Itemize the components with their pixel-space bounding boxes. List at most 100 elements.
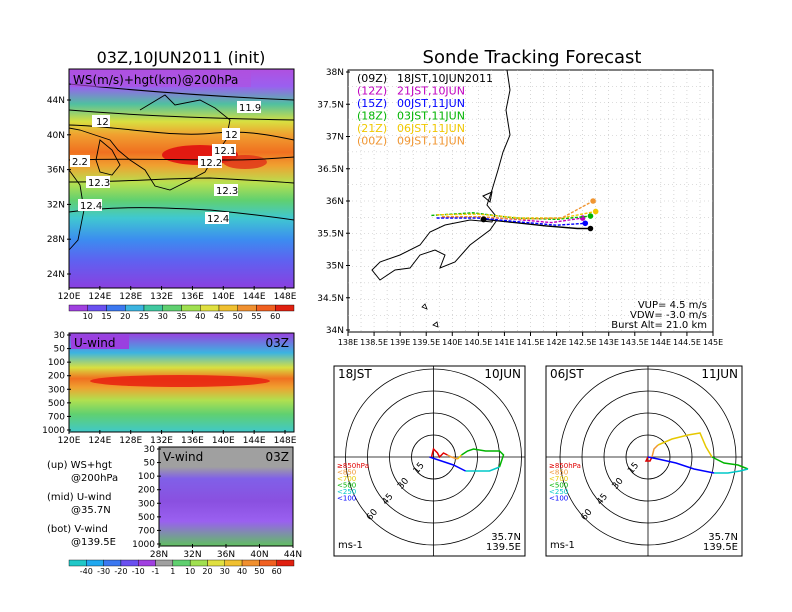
v-wind-label: V-wind: [163, 450, 203, 464]
ws-lon-label: 120E: [58, 292, 81, 302]
hodograph-frame: [545, 365, 743, 557]
landing-point: [590, 198, 596, 204]
u-pressure-label: 30: [54, 331, 66, 341]
hodograph-trace: [647, 456, 715, 474]
track-series-line: [441, 200, 594, 221]
v-pressure-label: 300: [138, 499, 155, 509]
ws-lon-label: 140E: [212, 292, 235, 302]
track-lon-label: 144E: [651, 338, 671, 347]
contour-label: 12.2: [200, 158, 222, 169]
ws-colorbar-label: 45: [214, 312, 224, 321]
v-colorbar-swatch: [207, 559, 225, 567]
hodograph-trace: [657, 432, 713, 458]
v-colorbar-label: 1: [170, 567, 175, 576]
track-lon-label: 141.5E: [517, 338, 545, 347]
ws-lat-label: 28N: [47, 235, 65, 245]
hodograph-trace: [456, 454, 463, 460]
hodograph-date: 10JUN: [484, 367, 521, 381]
u-lon-label: 140E: [212, 436, 235, 446]
contour-label: 12: [225, 130, 238, 141]
v-colorbar-swatch: [68, 559, 87, 567]
hodograph-trace: [429, 456, 466, 472]
pressure-level-key: ≥850hPa: [549, 462, 581, 470]
track-lon-label: 139E: [390, 338, 410, 347]
v-colorbar-swatch: [103, 559, 122, 567]
track-lat-label: 37N: [326, 133, 344, 143]
u-pressure-label: 700: [48, 412, 65, 422]
track-lon-label: 140E: [442, 338, 462, 347]
track-lon-label: 145E: [703, 338, 723, 347]
ws-lat-label: 44N: [47, 96, 65, 106]
ws-colorbar-swatch: [275, 304, 295, 312]
landing-point: [587, 213, 594, 219]
contour-label: 12: [96, 117, 109, 128]
pressure-level-key: <250: [337, 488, 356, 496]
hodograph-time: 18JST: [338, 367, 372, 381]
ws-colorbar-swatch: [125, 304, 145, 312]
launch-utc: (12Z): [357, 85, 387, 98]
v-lat-label: 44N: [284, 550, 302, 560]
ws-lat-label: 24N: [47, 270, 65, 280]
launch-jst: 09JST,11JUN: [397, 135, 465, 148]
pressure-level-key: ≥850hPa: [337, 462, 369, 470]
burst-altitude: Burst Alt= 21.0 km: [611, 320, 707, 331]
ws-colorbar-swatch: [237, 304, 257, 312]
ws-colorbar-label: 15: [101, 312, 111, 321]
v-colorbar-swatch: [189, 559, 208, 567]
ws-colorbar: 10 15 20 25 30 35 40 45 50 55 60: [68, 304, 295, 321]
ws-colorbar-label: 10: [83, 312, 93, 321]
launch-jst: 18JST,10JUN2011: [397, 72, 493, 85]
legend-line: @35.7N: [71, 505, 111, 516]
pressure-level-key: <700: [549, 475, 568, 483]
ws-colorbar-swatch: [181, 304, 201, 312]
hodograph-unit: ms-1: [338, 540, 363, 551]
track-lon-label: 142.5E: [569, 338, 597, 347]
u-wind-panel: U-wind 03Z: [68, 332, 295, 433]
v-lat-label: 36N: [217, 550, 235, 560]
launch-utc: (15Z): [357, 97, 387, 110]
v-colorbar-label: 20: [202, 567, 212, 576]
legend-line: @139.5E: [71, 537, 116, 548]
ws-lat-label: 32N: [47, 200, 65, 210]
legend-line: @200hPa: [71, 473, 118, 484]
contour-label: 12.3: [216, 186, 238, 197]
v-colorbar-swatch: [224, 559, 243, 567]
launch-jst: 21JST,10JUN: [397, 85, 465, 98]
legend-line: (mid) U-wind: [47, 492, 111, 503]
track-series-line: [483, 218, 591, 230]
v-pressure-label: 700: [138, 526, 155, 536]
hodograph-trace: [714, 468, 749, 474]
landing-point: [592, 208, 599, 215]
ws-colorbar-swatch: [162, 304, 182, 312]
ws-colorbar-swatch: [87, 304, 107, 312]
contour-label: 12.3: [88, 178, 110, 189]
v-colorbar-swatch: [172, 559, 191, 567]
pressure-level-key: <100: [549, 495, 568, 503]
u-pressure-label: 300: [48, 385, 65, 395]
track-lat-label: 36N: [326, 197, 344, 207]
track-lon-label: 140.5E: [464, 338, 492, 347]
v-colorbar-swatch: [86, 559, 104, 567]
ws-colorbar-swatch: [218, 304, 238, 312]
hodograph-unit: ms-1: [550, 540, 575, 551]
pressure-level-key: <250: [549, 488, 568, 496]
launch-jst: 06JST,11JUN: [397, 122, 465, 135]
ws-panel-label: WS(m/s)+hgt(km)@200hPa: [73, 73, 238, 87]
launch-jst: 00JST,11JUN: [397, 97, 465, 110]
legend-line: (bot) V-wind: [47, 524, 108, 535]
v-colorbar-swatch: [276, 559, 295, 567]
track-lon-label: 143E: [599, 338, 619, 347]
v-colorbar-label: -30: [97, 567, 110, 576]
v-colorbar-label: 50: [254, 567, 264, 576]
launch-utc: (09Z): [357, 72, 387, 85]
u-pressure-label: 1000: [42, 426, 65, 436]
launch-utc: (21Z): [357, 122, 387, 135]
contour-label: 12.1: [214, 146, 236, 157]
v-wind-panel: V-wind 03Z: [158, 446, 294, 547]
v-colorbar-label: 60: [272, 567, 282, 576]
v-colorbar-label: 10: [185, 567, 195, 576]
pressure-level-key: <500: [337, 482, 356, 490]
panel-legend: (up) WS+hgt @200hPa (mid) U-wind @35.7N …: [47, 460, 118, 548]
